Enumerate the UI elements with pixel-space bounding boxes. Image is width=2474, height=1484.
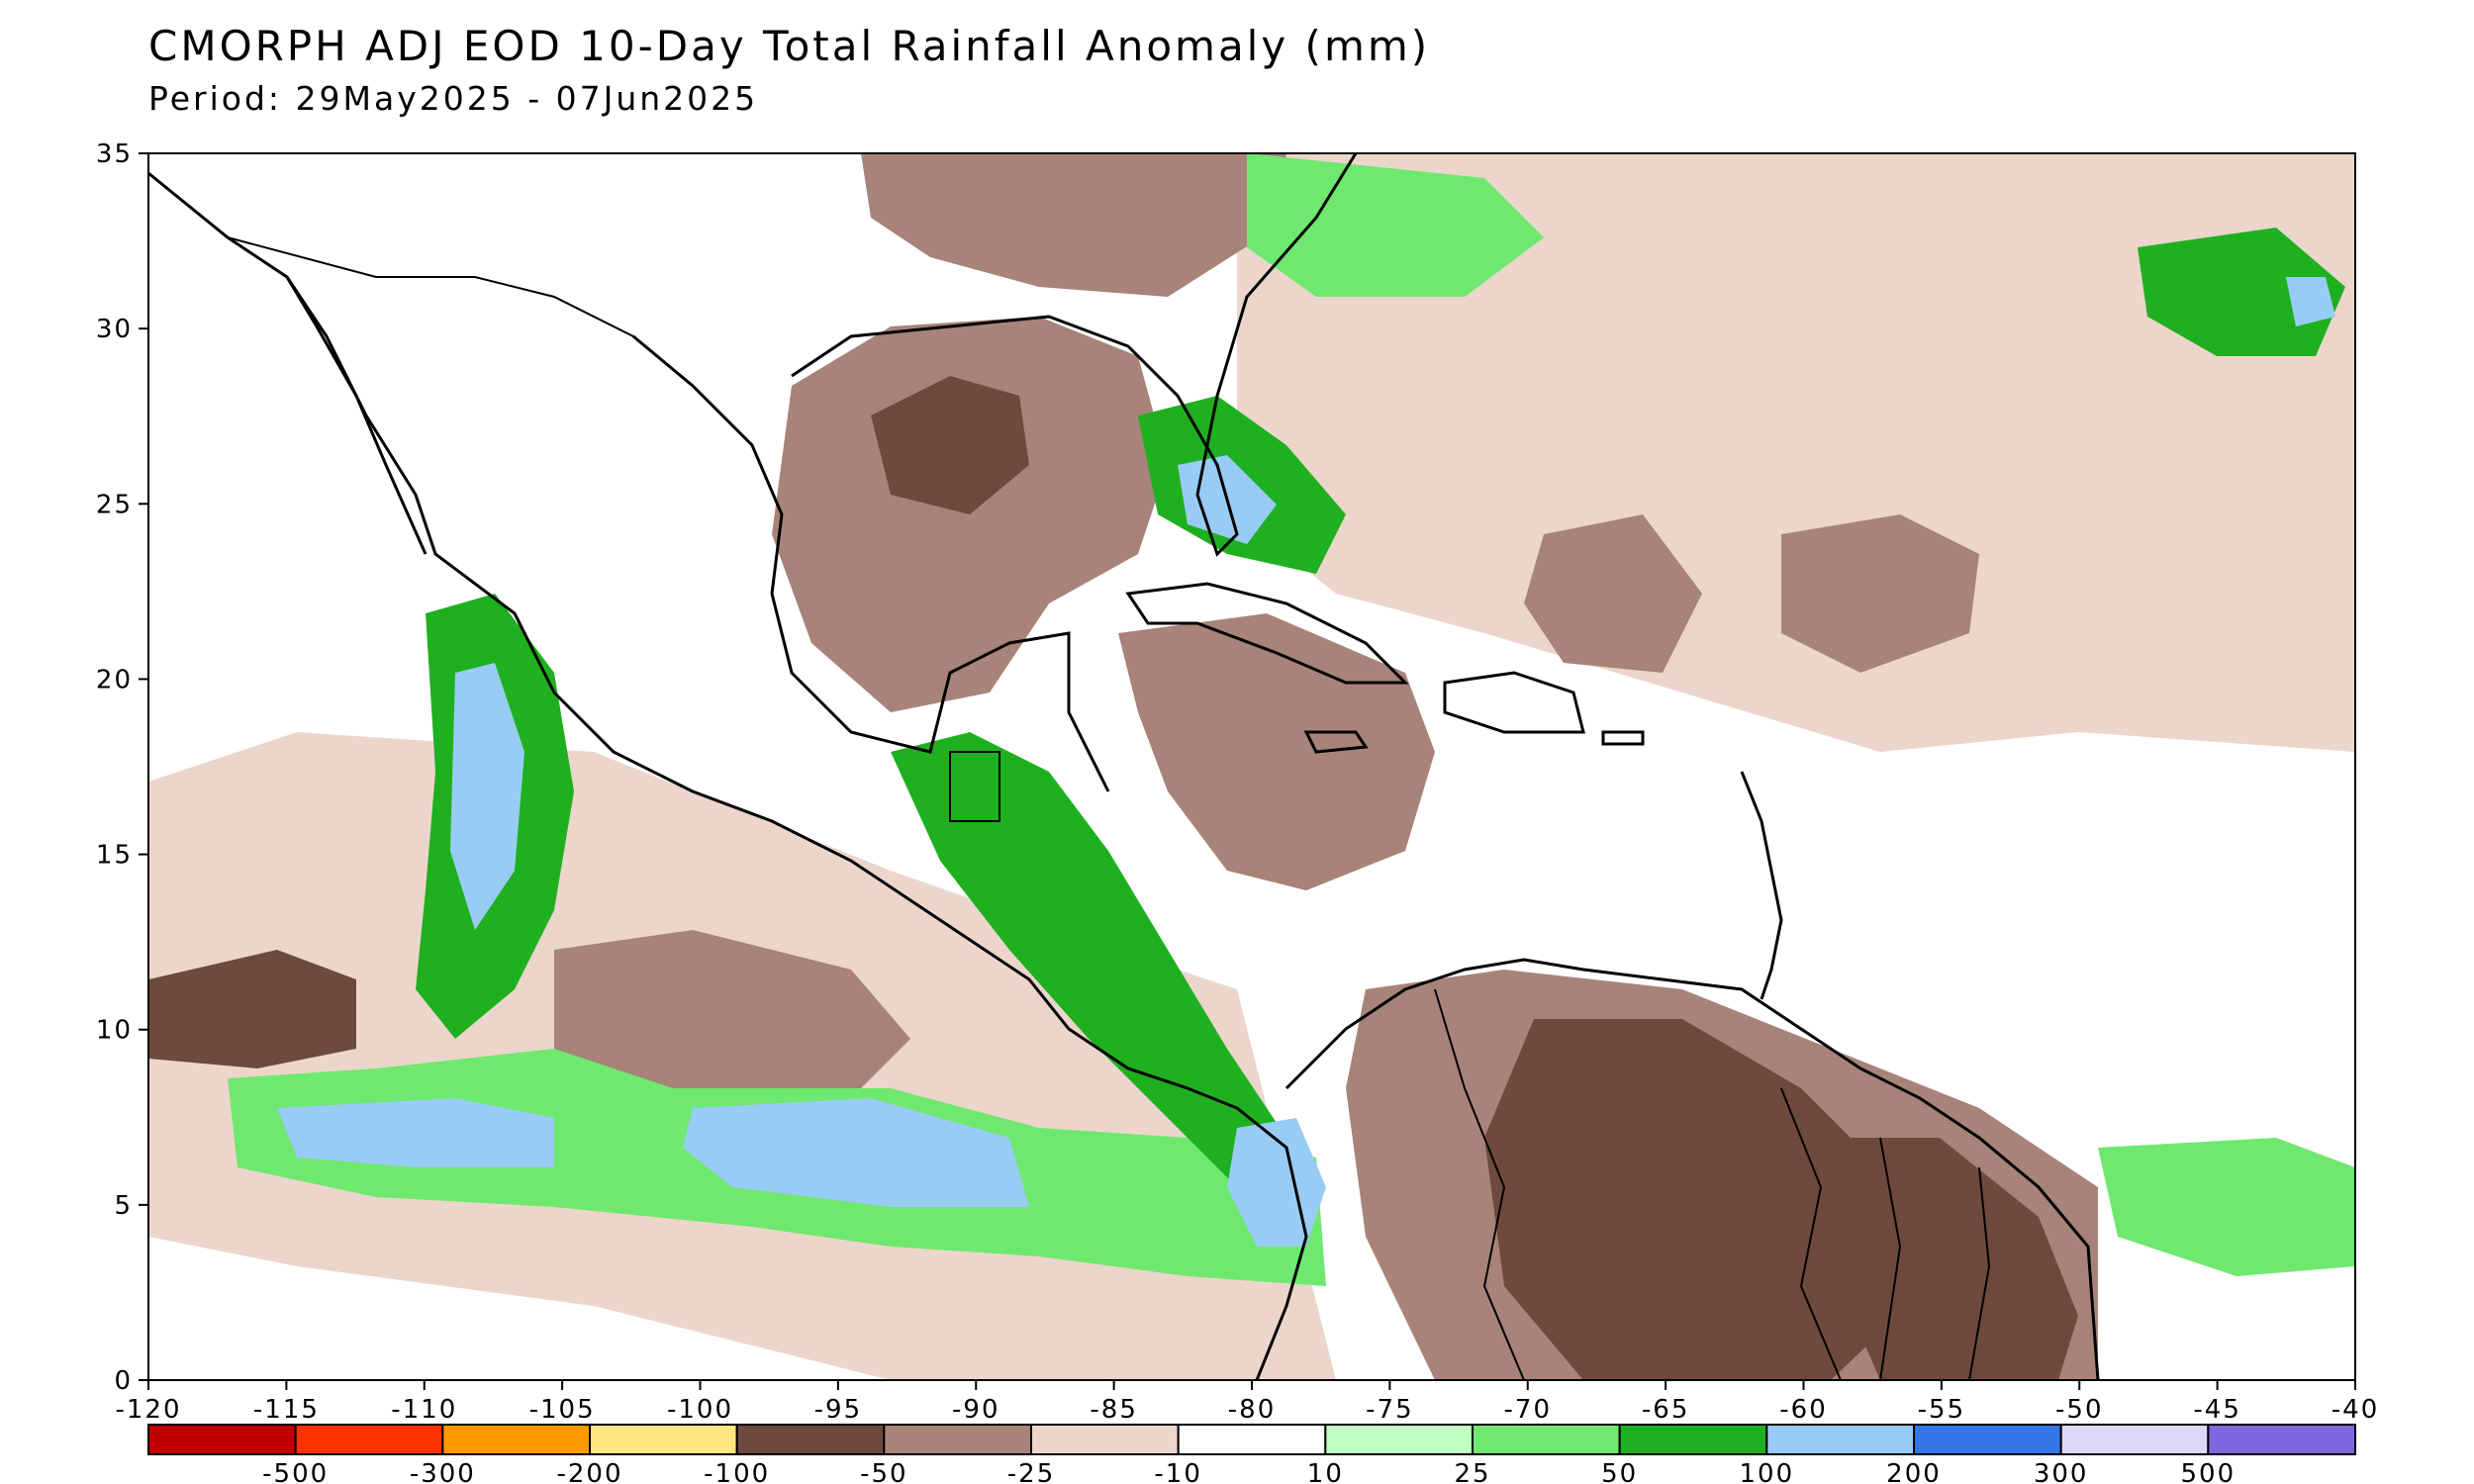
latitude-axis: 0 5 10 15 20 25 30 35 — [96, 139, 148, 1396]
lon-tick-label: -75 — [1366, 1395, 1413, 1425]
lon-tick-label: -80 — [1228, 1395, 1276, 1425]
anomaly-field — [148, 153, 2355, 1380]
legend-swatch — [1618, 1424, 1768, 1455]
lon-tick-label: -65 — [1642, 1395, 1689, 1425]
legend-swatch — [1030, 1424, 1180, 1455]
lon-tick-label: -85 — [1090, 1395, 1137, 1425]
guatemala-border — [949, 751, 1000, 822]
lon-tick-label: -90 — [952, 1395, 999, 1425]
legend-label: 200 — [1886, 1459, 1942, 1484]
south-america-north-coast — [1285, 958, 2100, 1380]
lon-tick-label: -40 — [2331, 1395, 2379, 1425]
dry-atlantic-patch-b — [1524, 514, 1702, 673]
legend-label: 10 — [1307, 1459, 1344, 1484]
legend-swatch — [2059, 1424, 2210, 1455]
lat-tick-label: 10 — [96, 1016, 133, 1046]
lon-tick-label: -60 — [1779, 1395, 1827, 1425]
legend-label: 25 — [1454, 1459, 1490, 1484]
map-period: Period: 29May2025 - 07Jun2025 — [148, 79, 759, 118]
lon-tick-label: -70 — [1504, 1395, 1552, 1425]
legend-label: -200 — [556, 1459, 622, 1484]
guyana-border — [1780, 1087, 1842, 1380]
legend-swatch — [441, 1424, 592, 1455]
dry-gulf-core — [871, 376, 1029, 514]
plot-area — [148, 153, 2355, 1380]
us-mexico-border — [227, 236, 753, 446]
french-guiana-border — [1968, 1166, 1991, 1380]
lat-tick-label: 25 — [96, 490, 133, 519]
lon-tick-label: -110 — [391, 1395, 457, 1425]
legend-swatch — [2207, 1424, 2356, 1455]
dry-south-america-core — [1484, 1019, 1930, 1380]
dry-atlantic-patch-a — [1781, 514, 1979, 673]
legend-label: 100 — [1740, 1459, 1795, 1484]
puerto-rico — [1601, 730, 1645, 746]
lat-tick-label: 20 — [96, 665, 133, 695]
suriname-border — [1879, 1137, 1902, 1380]
wet-north-atlantic-east — [2138, 228, 2345, 356]
legend-swatch — [1324, 1424, 1475, 1455]
country-borders — [227, 236, 1991, 1380]
lon-tick-label: -120 — [115, 1395, 181, 1425]
lat-tick-label: 5 — [114, 1191, 133, 1221]
legend-label: -25 — [1007, 1459, 1055, 1484]
venezuela-colombia-border — [1434, 988, 1525, 1380]
legend-label: -100 — [704, 1459, 770, 1484]
legend-swatch — [1765, 1424, 1916, 1455]
us-gulf-coast — [791, 153, 1358, 557]
lon-tick-label: -45 — [2193, 1395, 2240, 1425]
legend-label: -300 — [410, 1459, 476, 1484]
legend-swatch — [1177, 1424, 1327, 1455]
wet-itcz-core — [277, 1098, 554, 1167]
lon-tick-label: -50 — [2055, 1395, 2103, 1425]
lon-tick-label: -95 — [814, 1395, 862, 1425]
wet-mexico-core — [450, 663, 524, 930]
dry-east-pacific-band — [148, 950, 356, 1068]
wet-atlantic-north — [1247, 153, 1544, 297]
lon-tick-label: -55 — [1918, 1395, 1965, 1425]
legend-swatch — [883, 1424, 1032, 1455]
wet-itcz-core-b — [683, 1098, 1029, 1207]
lon-tick-label: -115 — [253, 1395, 320, 1425]
legend-label: -10 — [1154, 1459, 1201, 1484]
dry-east-pacific-band-b — [554, 930, 910, 1118]
jamaica — [1303, 730, 1369, 754]
lon-tick-label: -105 — [529, 1395, 596, 1425]
map-title: CMORPH ADJ EOD 10-Day Total Rainfall Ano… — [148, 22, 1431, 70]
wet-central-america — [891, 732, 1286, 1187]
legend-swatch — [1472, 1424, 1621, 1455]
legend-label: 50 — [1601, 1459, 1638, 1484]
baja-california — [285, 276, 428, 555]
lon-tick-label: -100 — [667, 1395, 733, 1425]
legend-label: 300 — [2034, 1459, 2089, 1484]
legend-color-bar — [147, 1424, 2356, 1455]
antilles-arc — [1740, 771, 1783, 1000]
wet-east-atlantic-core — [2286, 277, 2335, 326]
legend-swatch — [589, 1424, 738, 1455]
legend-label: 500 — [2181, 1459, 2236, 1484]
lat-tick-label: 35 — [96, 139, 133, 169]
legend-swatch — [294, 1424, 444, 1455]
cuba — [1125, 582, 1409, 685]
lesser-antilles — [1740, 771, 1783, 1000]
legend-swatch — [1913, 1424, 2062, 1455]
lat-tick-label: 0 — [114, 1366, 133, 1396]
legend-swatch — [147, 1424, 297, 1455]
hispaniola — [1443, 671, 1585, 734]
legend-label: -500 — [262, 1459, 329, 1484]
dry-southeast-us — [861, 153, 1286, 297]
wet-atlantic-southeast — [2098, 1138, 2355, 1276]
lat-tick-label: 15 — [96, 841, 133, 871]
lat-tick-label: 30 — [96, 315, 133, 344]
dry-central-atlantic-light — [1237, 153, 2355, 752]
longitude-axis: -120 -115 -110 -105 -100 -95 -90 -85 -80 -75 -70 -6… — [115, 1380, 2379, 1425]
legend-labels: -500 -300 -200 -100 -50 -25 -10 10 25 50 100 200 300… — [262, 1459, 2236, 1484]
dry-guiana-core — [1801, 1138, 2078, 1380]
legend-label: -50 — [860, 1459, 907, 1484]
legend-swatch — [735, 1424, 886, 1455]
